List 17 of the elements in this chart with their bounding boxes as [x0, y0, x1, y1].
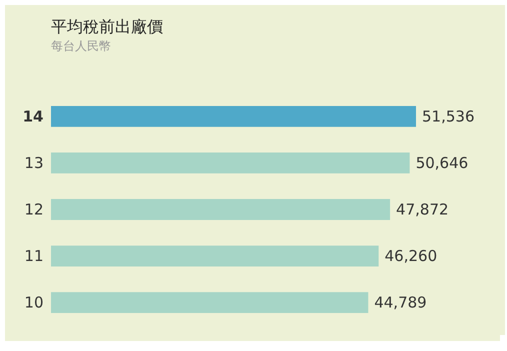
data-label: 44,789 — [374, 294, 427, 312]
chart-subtitle: 每台人民幣 — [51, 39, 111, 53]
data-label: 50,646 — [416, 154, 468, 172]
bar — [51, 246, 379, 267]
y-tick-label: 10 — [24, 294, 44, 312]
bar — [51, 106, 416, 127]
data-label: 47,872 — [396, 200, 449, 218]
y-tick-label: 11 — [24, 247, 44, 266]
y-tick-label: 14 — [22, 107, 44, 126]
bar — [51, 199, 390, 220]
y-tick-label: 12 — [24, 200, 44, 218]
data-label: 46,260 — [384, 247, 438, 266]
bar — [51, 292, 368, 314]
bar — [51, 152, 410, 174]
y-tick-label: 13 — [24, 154, 44, 172]
chart-title: 平均稅前出廠價 — [51, 17, 163, 36]
data-label: 51,536 — [422, 107, 474, 126]
